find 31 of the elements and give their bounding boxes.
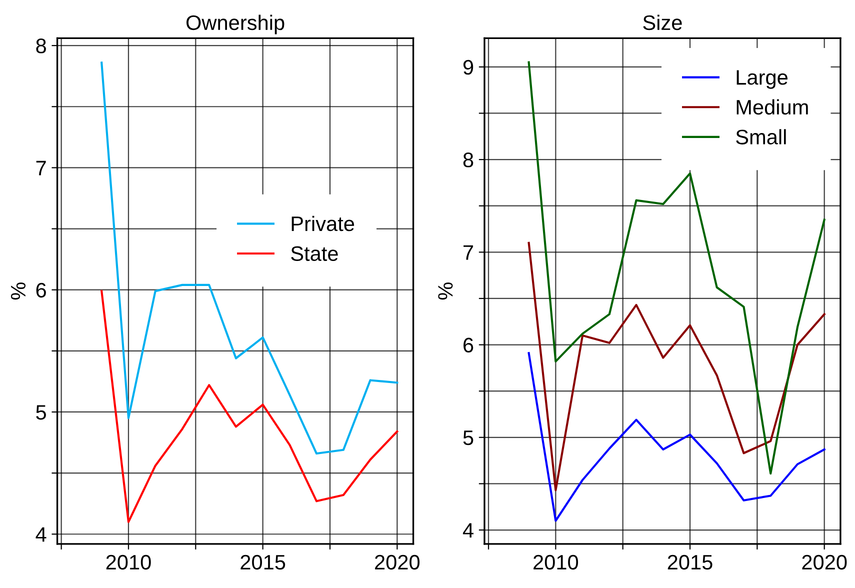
y-tick-label: 8 xyxy=(463,152,474,168)
legend-label: Medium xyxy=(736,99,808,115)
line-series xyxy=(528,352,826,522)
y-tick-label: 9 xyxy=(463,60,474,75)
x-tick-label: 2020 xyxy=(802,554,847,570)
legend-label: Small xyxy=(736,129,786,144)
y-axis-title: % xyxy=(438,282,453,300)
x-tick-label: 2015 xyxy=(240,554,286,570)
legend-label: Private xyxy=(292,216,354,232)
y-tick-label: 6 xyxy=(36,282,46,298)
y-tick-label: 7 xyxy=(36,160,46,176)
y-tick-label: 4 xyxy=(36,527,46,542)
y-tick-label: 7 xyxy=(464,245,474,260)
legend-label: State xyxy=(291,246,338,262)
legend-label: Large xyxy=(736,70,788,89)
y-tick-label: 6 xyxy=(464,338,474,353)
line-series xyxy=(528,242,826,492)
x-tick-label: 2010 xyxy=(534,554,578,570)
chart-title: Size xyxy=(643,14,682,30)
y-axis-title: % xyxy=(10,282,26,300)
x-tick-label: 2010 xyxy=(106,554,151,570)
y-tick-label: 4 xyxy=(462,523,474,538)
y-tick-label: 8 xyxy=(36,38,46,54)
x-tick-label: 2015 xyxy=(668,554,712,570)
line-series xyxy=(100,290,398,523)
y-tick-label: 5 xyxy=(463,430,474,446)
x-tick-label: 2020 xyxy=(375,554,420,570)
y-tick-label: 5 xyxy=(36,405,46,420)
line-series xyxy=(100,62,398,455)
line-series xyxy=(528,61,826,475)
chart-title: Ownership xyxy=(186,14,284,34)
